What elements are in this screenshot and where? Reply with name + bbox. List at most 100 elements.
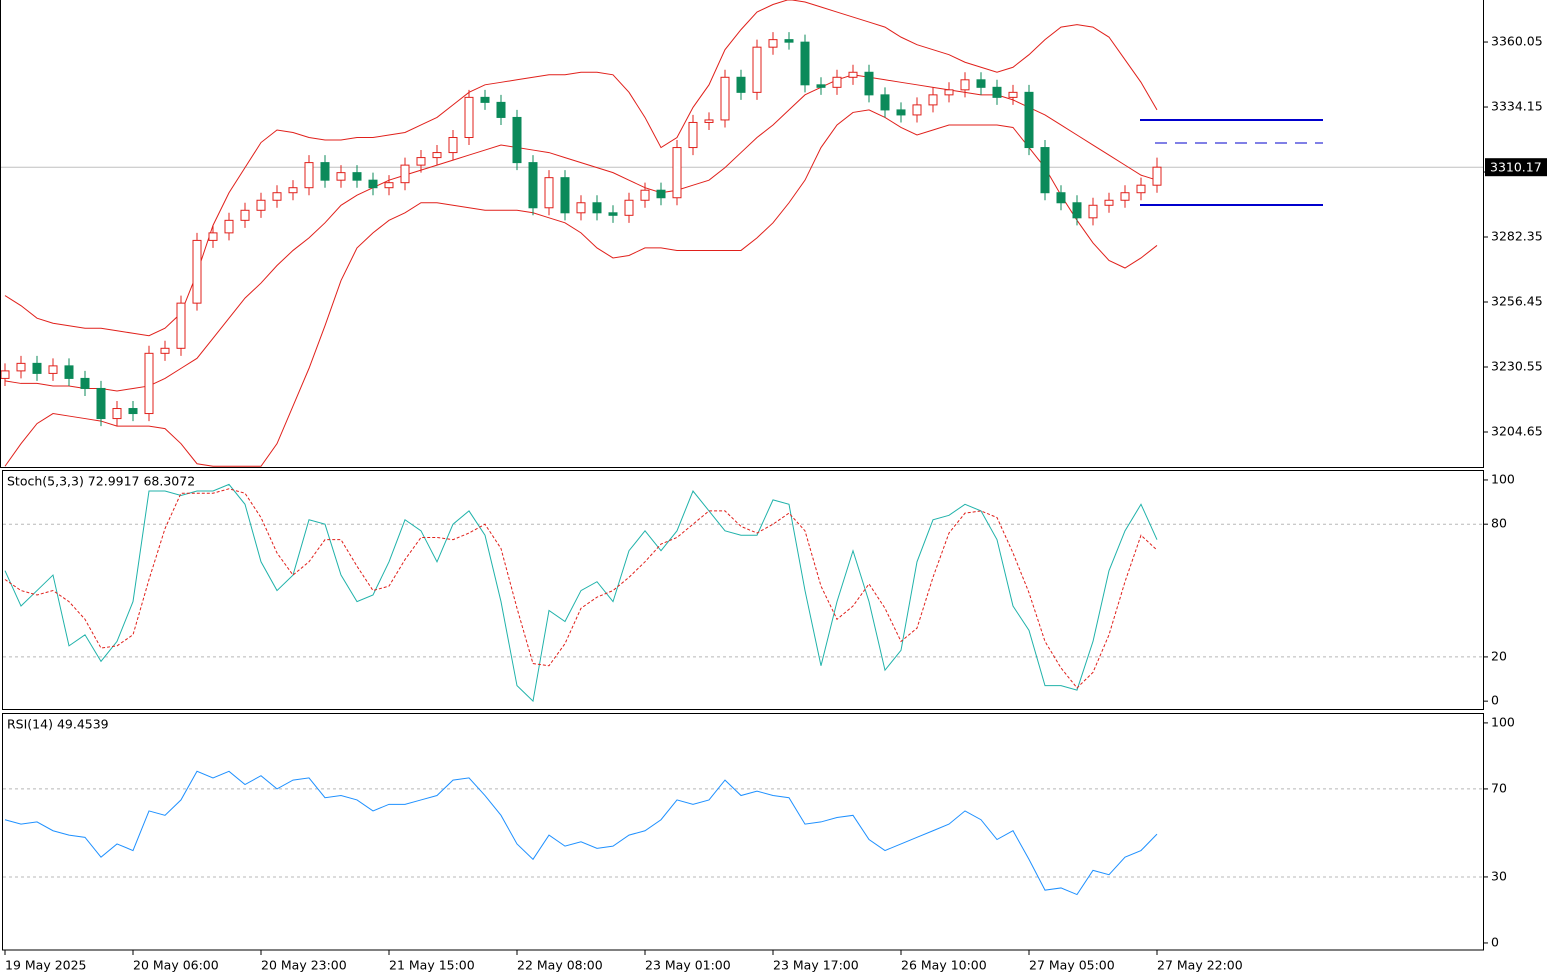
y-tick-label: 3256.45 bbox=[1491, 294, 1543, 309]
rsi-panel-frame bbox=[2, 713, 1484, 951]
candle-body bbox=[656, 189, 666, 199]
candle-body bbox=[1136, 184, 1146, 194]
y-tick-label: 100 bbox=[1491, 471, 1515, 486]
candle-body bbox=[288, 187, 298, 194]
candle-body bbox=[864, 71, 874, 96]
candle-body bbox=[272, 192, 282, 201]
candle-body bbox=[784, 39, 794, 43]
candle-body bbox=[256, 199, 266, 211]
candle-body bbox=[832, 76, 842, 88]
candle-body bbox=[448, 137, 458, 154]
x-tick-label: 22 May 08:00 bbox=[517, 958, 603, 973]
candle-body bbox=[576, 202, 586, 214]
candle-body bbox=[624, 199, 634, 216]
axes: 3204.653230.553256.453282.353308.253334.… bbox=[4, 34, 1547, 973]
y-tick-label: 100 bbox=[1491, 714, 1515, 729]
candle-body bbox=[160, 347, 170, 354]
candle-body bbox=[896, 109, 906, 116]
candle-body bbox=[672, 147, 682, 199]
candle-body bbox=[144, 352, 154, 415]
y-tick-label: 0 bbox=[1491, 693, 1499, 708]
candle-body bbox=[880, 94, 890, 111]
candle-body bbox=[800, 41, 810, 86]
price-label: 3310.17 bbox=[1490, 160, 1542, 175]
x-tick-label: 26 May 10:00 bbox=[901, 958, 987, 973]
candle-body bbox=[336, 172, 346, 181]
candle-body bbox=[944, 89, 954, 96]
candle-body bbox=[992, 86, 1002, 98]
candle-body bbox=[368, 179, 378, 189]
candle-body bbox=[416, 157, 426, 166]
y-tick-label: 3334.15 bbox=[1491, 99, 1543, 114]
candle-body bbox=[304, 162, 314, 189]
candle-body bbox=[704, 119, 714, 123]
candle-body bbox=[528, 162, 538, 209]
candle-body bbox=[480, 96, 490, 103]
candle-body bbox=[384, 182, 394, 189]
y-tick-label: 0 bbox=[1491, 934, 1499, 949]
x-tick-label: 27 May 05:00 bbox=[1029, 958, 1115, 973]
candle-body bbox=[768, 39, 778, 48]
candle-body bbox=[752, 46, 762, 93]
candle-body bbox=[512, 116, 522, 164]
candle-body bbox=[64, 365, 74, 379]
candle-body bbox=[32, 362, 42, 374]
candle-body bbox=[928, 94, 938, 106]
candle-body bbox=[736, 76, 746, 93]
candle-body bbox=[176, 302, 186, 349]
candle-body bbox=[400, 164, 410, 184]
indicator-line bbox=[4, 770, 1158, 896]
x-tick-label: 19 May 2025 bbox=[5, 958, 87, 973]
candle-body bbox=[640, 189, 650, 201]
candle-body bbox=[48, 365, 58, 374]
x-tick-label: 27 May 22:00 bbox=[1157, 958, 1243, 973]
candle-body bbox=[432, 152, 442, 159]
candle-body bbox=[960, 79, 970, 91]
candle-body bbox=[496, 101, 506, 118]
candle-body bbox=[240, 209, 250, 221]
x-tick-label: 21 May 15:00 bbox=[389, 958, 475, 973]
candle-body bbox=[464, 96, 474, 139]
candle-body bbox=[352, 172, 362, 181]
candle-body bbox=[80, 377, 90, 389]
candle-body bbox=[208, 232, 218, 241]
y-tick-label: 70 bbox=[1491, 780, 1507, 795]
x-tick-label: 23 May 17:00 bbox=[773, 958, 859, 973]
candle-body bbox=[1072, 202, 1082, 219]
candle-body bbox=[848, 71, 858, 78]
y-tick-label: 3282.35 bbox=[1491, 229, 1543, 244]
plots bbox=[0, 0, 1484, 896]
candle-body bbox=[1088, 204, 1098, 219]
candle-body bbox=[16, 362, 26, 372]
candle-body bbox=[976, 79, 986, 88]
x-tick-label: 20 May 23:00 bbox=[261, 958, 347, 973]
candle-body bbox=[112, 408, 122, 420]
candle-body bbox=[96, 387, 106, 420]
candle-body bbox=[128, 408, 138, 415]
indicator-title: Stoch(5,3,3) 72.9917 68.3072 bbox=[7, 474, 195, 489]
stoch-panel-frame bbox=[2, 470, 1484, 710]
indicator-line bbox=[4, 483, 1158, 703]
candle-body bbox=[720, 76, 730, 121]
y-tick-label: 30 bbox=[1491, 868, 1507, 883]
candle-body bbox=[1008, 91, 1018, 98]
candle-body bbox=[816, 84, 826, 88]
candle-body bbox=[224, 219, 234, 234]
candle-body bbox=[608, 212, 618, 216]
candle-body bbox=[320, 162, 330, 181]
x-tick-label: 20 May 06:00 bbox=[133, 958, 219, 973]
candle-body bbox=[912, 104, 922, 116]
y-tick-label: 80 bbox=[1491, 516, 1507, 531]
x-tick-label: 23 May 01:00 bbox=[645, 958, 731, 973]
indicator-title: RSI(14) 49.4539 bbox=[7, 717, 109, 732]
y-tick-label: 3360.05 bbox=[1491, 34, 1543, 49]
candle-body bbox=[1120, 192, 1130, 201]
y-tick-label: 3204.65 bbox=[1491, 423, 1543, 438]
y-tick-label: 20 bbox=[1491, 648, 1507, 663]
candle-body bbox=[1104, 199, 1114, 206]
candle-body bbox=[192, 239, 202, 304]
indicator-line bbox=[4, 488, 1158, 689]
